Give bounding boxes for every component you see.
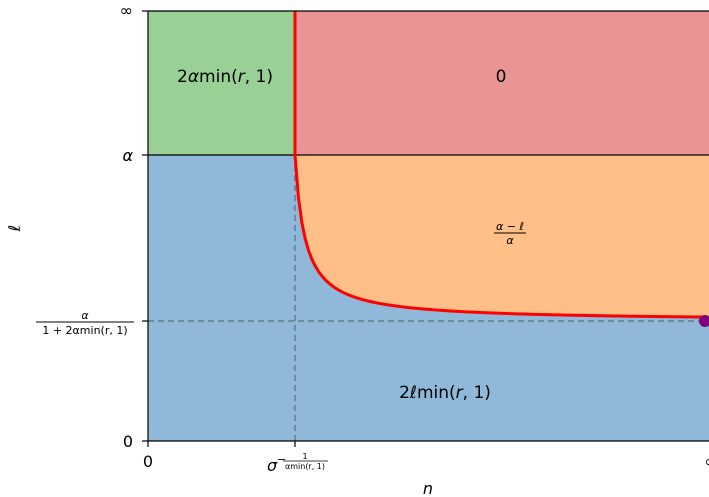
- red-boundary-curve: [293, 154, 706, 319]
- sigma-exponent-numerator: 1: [302, 452, 307, 461]
- region-label-top-left: 2αmin(r, 1): [177, 67, 273, 87]
- sigma-base: σ: [267, 456, 278, 475]
- sigma-exponent-minus: −: [277, 453, 286, 466]
- x-tick-label-zero: 0: [143, 452, 153, 471]
- region-label-top-right: 0: [496, 67, 507, 87]
- middle-label-denominator: α: [506, 234, 514, 247]
- middle-label-numerator: α − ℓ: [496, 220, 524, 233]
- region-top-right: [295, 11, 709, 155]
- y-tick-label-zero: 0: [123, 432, 133, 451]
- x-axis-label: n: [423, 479, 433, 497]
- y-tick-label-infinity: ∞: [120, 1, 133, 20]
- y-tick-label-threshold-denominator: 1 + 2αmin(r, 1): [42, 324, 127, 337]
- y-axis-label: ℓ: [5, 225, 24, 233]
- y-tick-label-alpha: α: [122, 146, 133, 165]
- region-label-bottom: 2ℓmin(r, 1): [399, 383, 491, 403]
- y-tick-label-threshold-numerator: α: [81, 309, 89, 322]
- region-label-middle-right: α − ℓ α: [494, 220, 526, 247]
- sigma-exponent-denominator: αmin(r, 1): [285, 462, 325, 471]
- region-middle-right: [295, 155, 709, 321]
- x-tick-label-sigma: σ − 1 αmin(r, 1): [267, 452, 328, 475]
- region-top-left: [148, 11, 295, 155]
- endpoint-marker: [699, 315, 709, 327]
- x-tick-label-right-edge: ∞: [704, 452, 709, 471]
